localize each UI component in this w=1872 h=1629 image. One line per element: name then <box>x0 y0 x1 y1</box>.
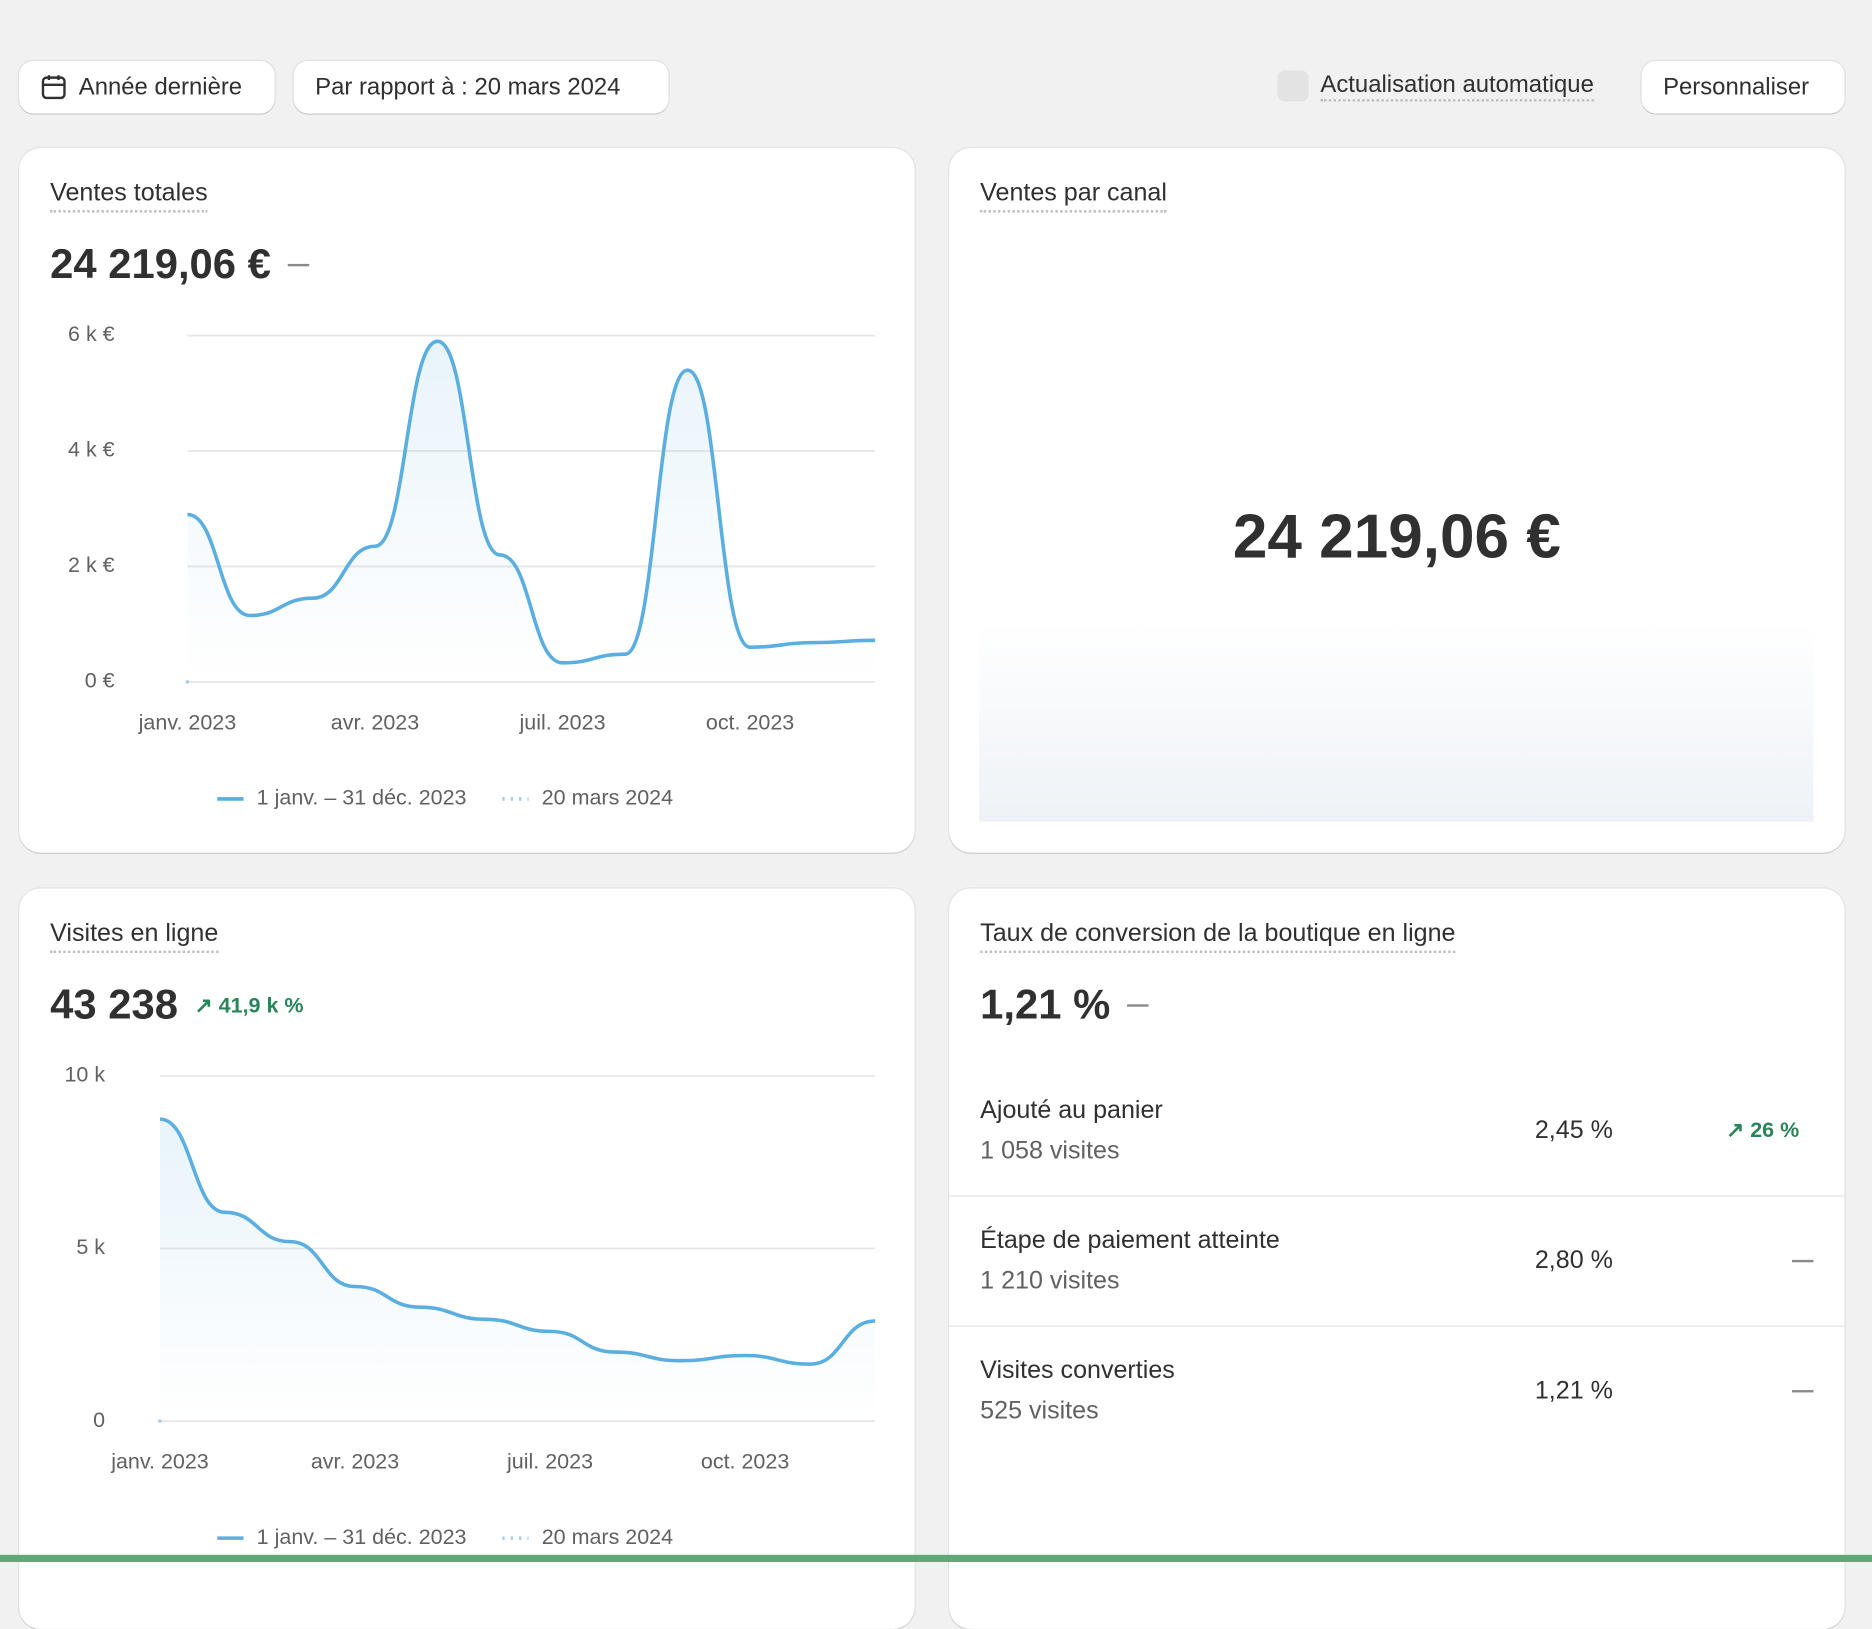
card-total-sales: Ventes totales 24 219,06 € 0 € 2 k € 4 k €… <box>19 148 915 853</box>
card-title: Ventes par canal <box>980 179 1167 213</box>
row-visits: 1 210 visites <box>980 1267 1120 1295</box>
row-change: ↗ 26 % <box>1726 1117 1800 1142</box>
y-tick-label: 0 € <box>85 669 115 693</box>
row-label: Ajouté au panier <box>980 1096 1163 1124</box>
calendar-icon <box>41 75 66 100</box>
change-value: 41,9 k % <box>218 992 304 1017</box>
point <box>158 1419 162 1423</box>
x-tick-label: janv. 2023 <box>138 710 237 734</box>
conversion-row: Ajouté au panier 1 058 visites 2,45 % ↗ 26 … <box>949 1096 1845 1226</box>
point <box>185 680 190 684</box>
y-tick-label: 6 k € <box>68 322 115 346</box>
x-tick-label: janv. 2023 <box>110 1450 209 1474</box>
no-change-dash <box>1126 1004 1149 1007</box>
chart: 0 € 2 k € 4 k € 6 k € janv. 2023 avr. 2023 jui… <box>68 322 876 810</box>
row-visits: 525 visites <box>980 1397 1099 1425</box>
y-tick-label: 4 k € <box>68 438 115 462</box>
card-total: 24 219,06 € <box>50 241 310 289</box>
legend-label: 1 janv. – 31 déc. 2023 <box>257 1525 467 1549</box>
card-total: 43 238 ↗ 41,9 k % <box>50 982 303 1030</box>
date-range-label: Année dernière <box>78 73 243 100</box>
bottom-bar <box>0 1554 1872 1563</box>
x-tick-label: avr. 2023 <box>331 710 419 734</box>
legend-label: 20 mars 2024 <box>542 1525 673 1549</box>
legend-label: 20 mars 2024 <box>542 786 673 810</box>
row-rate: 2,45 % <box>1534 1116 1613 1145</box>
auto-refresh-checkbox[interactable] <box>1277 70 1309 102</box>
total-value: 43 238 <box>50 981 178 1029</box>
card-total: 1,21 % <box>980 981 1149 1030</box>
comparison-label: Par rapport à : 20 mars 2024 <box>315 73 621 100</box>
row-label: Étape de paiement atteinte <box>980 1226 1280 1254</box>
card-title: Ventes totales <box>50 179 208 213</box>
row-divider <box>949 1325 1845 1327</box>
page: Année dernière Par rapport à : 20 mars 2… <box>0 60 1872 1629</box>
channel-total: 24 219,06 € <box>1232 502 1561 573</box>
row-rate: 1,21 % <box>1534 1376 1613 1405</box>
x-tick-label: juil. 2023 <box>506 1450 593 1474</box>
y-tick-label: 2 k € <box>68 553 115 577</box>
dashboard: Année dernière Par rapport à : 20 mars 2… <box>0 60 1872 1629</box>
change-badge: ↗ 41,9 k % <box>194 992 304 1017</box>
area <box>159 1119 876 1422</box>
card-online-visits: Visites en ligne 43 238 ↗ 41,9 k % 0 5 k 10… <box>19 888 915 1629</box>
no-change-dash <box>287 263 310 267</box>
no-change-dash <box>1792 1259 1814 1263</box>
card-sales-channel: Ventes par canal 24 219,06 € <box>949 148 1845 853</box>
row-rate: 2,80 % <box>1534 1246 1613 1275</box>
card-title: Taux de conversion de la boutique en lig… <box>980 920 1456 953</box>
placeholder-area <box>978 620 1814 822</box>
x-tick-label: oct. 2023 <box>706 710 794 734</box>
customize-button[interactable]: Personnaliser <box>1641 60 1845 114</box>
auto-refresh-label: Actualisation automatique <box>1320 72 1594 102</box>
card-conversion: Taux de conversion de la boutique en lig… <box>949 888 1845 1629</box>
x-tick-label: oct. 2023 <box>701 1450 789 1474</box>
area <box>187 341 876 682</box>
x-tick-label: avr. 2023 <box>311 1450 399 1474</box>
line <box>159 1117 876 1366</box>
customize-label: Personnaliser <box>1663 73 1810 100</box>
total-value: 24 219,06 € <box>50 241 271 288</box>
total-value: 1,21 % <box>980 981 1111 1029</box>
card-title: Visites en ligne <box>50 920 219 953</box>
line <box>187 339 876 665</box>
chart: 0 5 k 10 k janv. 2023 avr. 2023 juil. 2023 oct… <box>64 1063 876 1549</box>
legend-label: 1 janv. – 31 déc. 2023 <box>257 786 467 810</box>
row-visits: 1 058 visites <box>980 1136 1120 1165</box>
row-label: Visites converties <box>980 1356 1175 1385</box>
y-tick-label: 0 <box>93 1408 105 1432</box>
row-change-value: 26 % <box>1750 1117 1800 1142</box>
conversion-row: Visites converties 525 visites 1,21 % <box>949 1357 1844 1487</box>
row-divider <box>949 1195 1845 1197</box>
comparison-button[interactable]: Par rapport à : 20 mars 2024 <box>293 60 669 114</box>
conversion-row: Étape de paiement atteinte 1 210 visites 2… <box>949 1226 1845 1356</box>
y-tick-label: 10 k <box>64 1063 105 1087</box>
no-change-dash <box>1792 1390 1814 1393</box>
y-tick-label: 5 k <box>76 1235 105 1259</box>
x-tick-label: juil. 2023 <box>519 710 606 734</box>
date-range-button[interactable]: Année dernière <box>19 60 275 114</box>
